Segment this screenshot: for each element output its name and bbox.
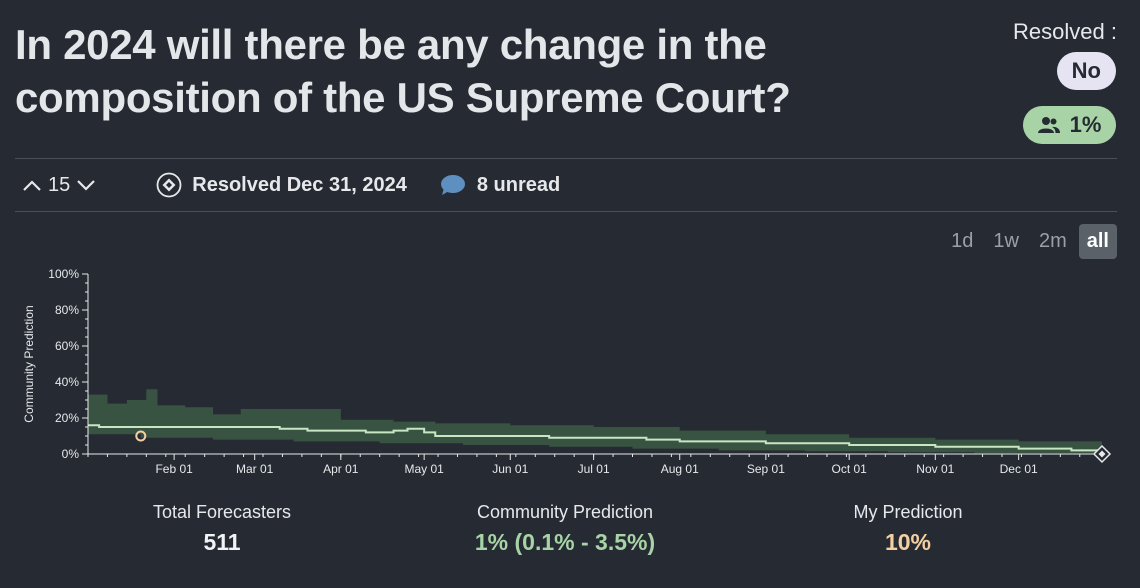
x-tick-label: Dec 01 (1000, 462, 1038, 476)
vote-control: 15 (22, 174, 96, 197)
my-prediction-point (135, 430, 147, 442)
community-prediction-badge: 1% (1023, 106, 1116, 144)
confidence-band (88, 389, 1102, 454)
stat-community-prediction: Community Prediction 1% (0.1% - 3.5%) (475, 502, 655, 556)
question-toolbar: 15 Resolved Dec 31, 2024 8 unread (15, 159, 1117, 211)
upvote-chevron-up-icon[interactable] (22, 178, 42, 192)
y-tick-label: 40% (55, 375, 79, 389)
y-tick-label: 60% (55, 339, 79, 353)
my-prediction-value: 10% (884, 529, 932, 555)
community-prediction-chart[interactable]: 0% 20% 40% 60% 80% 100% Community Prediction Fe… (0, 260, 1140, 485)
stat-my-prediction: My Prediction 10% (853, 502, 962, 556)
divider-top (15, 158, 1117, 159)
vote-count: 15 (48, 173, 71, 196)
resolved-date: Resolved Dec 31, 2024 (156, 172, 407, 198)
x-tick-label: Jun 01 (492, 462, 528, 476)
total-forecasters-value: 511 (203, 529, 241, 555)
x-tick-label: Apr 01 (323, 462, 359, 476)
community-prediction-value: 1% (0.1% - 3.5%) (474, 529, 656, 555)
y-tick-label: 0% (62, 447, 80, 461)
resolved-diamond-icon (156, 172, 182, 198)
x-tick-label: Oct 01 (832, 462, 868, 476)
time-range-tabs: 1d 1w 2m all (943, 224, 1117, 259)
question-title: In 2024 will there be any change in the … (15, 21, 791, 121)
community-prediction-badge-value: 1% (1069, 112, 1102, 137)
my-prediction-label: My Prediction (853, 502, 963, 522)
x-tick-label: Nov 01 (916, 462, 954, 476)
stat-total-forecasters: Total Forecasters 511 (153, 502, 291, 556)
range-tab-2m[interactable]: 2m (1038, 230, 1067, 252)
y-tick-label: 100% (48, 267, 79, 281)
comment-bubble-icon (440, 175, 465, 195)
x-tick-label: Mar 01 (236, 462, 274, 476)
downvote-chevron-down-icon[interactable] (76, 178, 96, 192)
y-tick-label: 80% (55, 303, 79, 317)
y-tick-label: 20% (55, 411, 79, 425)
community-prediction-label: Community Prediction (476, 502, 654, 522)
range-tab-1d[interactable]: 1d (951, 230, 974, 252)
x-tick-label: Aug 01 (661, 462, 699, 476)
range-tab-1w[interactable]: 1w (993, 230, 1019, 252)
divider-bottom (15, 211, 1117, 212)
resolution-badge: No (1056, 52, 1116, 90)
x-tick-label: May 01 (404, 462, 444, 476)
prediction-stats: Total Forecasters 511 Community Predicti… (0, 502, 1140, 572)
comments-unread-text: 8 unread (476, 173, 561, 196)
resolved-label: Resolved : (1013, 19, 1117, 44)
x-tick-label: Jul 01 (578, 462, 610, 476)
x-tick-label: Feb 01 (155, 462, 193, 476)
y-axis-label: Community Prediction (22, 305, 36, 422)
resolution-marker-inner (1098, 450, 1106, 458)
x-tick-label: Sep 01 (747, 462, 785, 476)
resolved-date-text: Resolved Dec 31, 2024 (192, 173, 407, 196)
range-tab-all[interactable]: all (1078, 224, 1117, 259)
median-line (88, 424, 1103, 453)
users-icon (1037, 117, 1060, 133)
total-forecasters-label: Total Forecasters (152, 502, 292, 522)
comments-link[interactable]: 8 unread (439, 174, 560, 197)
